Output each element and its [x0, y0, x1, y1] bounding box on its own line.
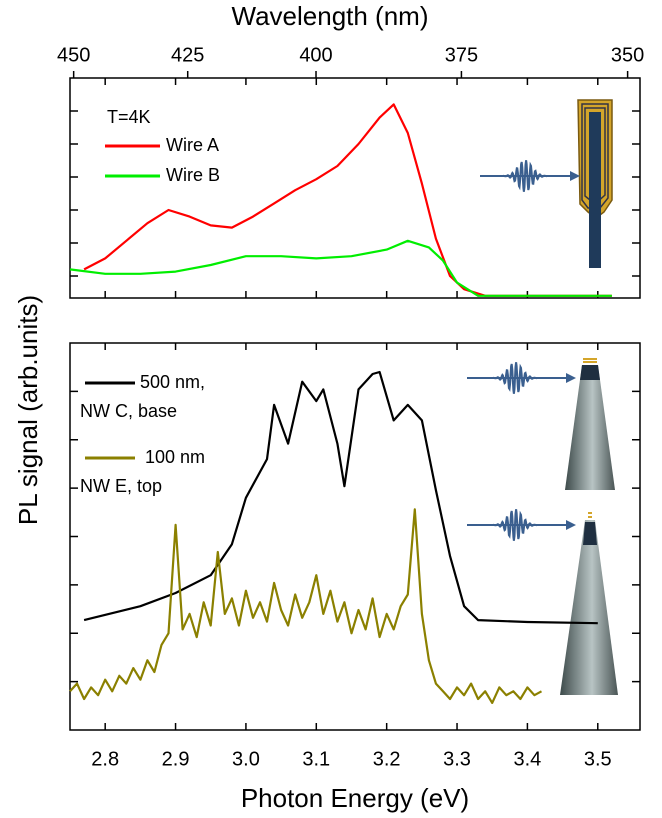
x2-tick-label: 400	[299, 44, 332, 66]
series-line	[83, 370, 598, 625]
x-tick-label: 2.9	[162, 748, 190, 770]
x-tick-label: 3.2	[373, 748, 401, 770]
x-tick-label: 3.1	[302, 748, 330, 770]
legend-label: Wire A	[166, 135, 219, 155]
series-line	[83, 103, 612, 297]
pulse	[503, 160, 547, 192]
legend-label: 100 nm	[145, 447, 205, 467]
wire-inset	[480, 99, 613, 268]
y-axis-title: PL signal (arb.units)	[13, 295, 43, 525]
cone-inset	[467, 358, 618, 695]
x-tick-label: 3.0	[232, 748, 260, 770]
pulse	[493, 362, 537, 394]
x-tick-label: 3.4	[514, 748, 542, 770]
x2-axis-title: Wavelength (nm)	[232, 1, 429, 31]
x-tick-label: 2.8	[91, 748, 119, 770]
series-line	[69, 239, 612, 297]
series-line	[69, 508, 543, 704]
x-axis-title: Photon Energy (eV)	[241, 783, 469, 813]
x2-tick-label: 425	[171, 44, 204, 66]
annotation: T=4K	[107, 107, 151, 127]
x2-tick-label: 450	[57, 44, 90, 66]
x-tick-label: 3.3	[443, 748, 471, 770]
legend-label: Wire B	[166, 165, 220, 185]
x2-tick-label: 375	[445, 44, 478, 66]
top-frame	[69, 77, 641, 299]
legend-label: 500 nm,	[140, 372, 205, 392]
legend-annotation: NW C, base	[80, 401, 177, 421]
legend-annotation: NW E, top	[80, 476, 162, 496]
x-tick-label: 3.5	[584, 748, 612, 770]
pulse	[493, 509, 537, 541]
x2-tick-label: 350	[611, 44, 644, 66]
